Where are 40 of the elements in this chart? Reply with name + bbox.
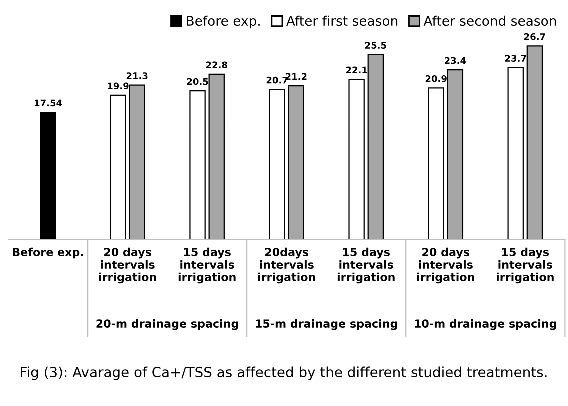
data-label: 23.7 — [505, 55, 526, 62]
x-tick-label: 20days intervals irrigation — [258, 248, 316, 284]
data-label: 20.9 — [426, 75, 447, 82]
data-label: 20.7 — [266, 76, 288, 84]
text: 15-m drainage spacing — [256, 319, 398, 330]
data-label: 20.5 — [187, 78, 208, 86]
bar — [368, 54, 384, 240]
data-label: 19.9 — [108, 82, 129, 90]
legend-label: Before exp. — [187, 16, 260, 29]
x-tick-label: 15 days intervals irrigation — [338, 248, 395, 284]
bar — [526, 46, 544, 240]
bar — [447, 70, 464, 240]
legend-label: After first season — [286, 16, 398, 26]
data-label: 22.1 — [346, 66, 368, 74]
bar — [428, 88, 444, 240]
bar — [129, 84, 146, 240]
x-tick-label: 20 days intervals irrigation — [417, 248, 474, 284]
text: 10-m drainage spacing — [415, 319, 556, 330]
data-label: 21.3 — [126, 72, 148, 80]
legend-label: After second season — [424, 16, 556, 26]
x-tick-label: 15 days intervals irrigation — [496, 248, 554, 284]
data-label: 21.2 — [286, 73, 307, 80]
bar — [348, 78, 365, 240]
data-label: 22.8 — [206, 62, 228, 69]
x-tick-label: Before exp. — [13, 248, 84, 259]
data-label: 23.4 — [445, 57, 466, 64]
x-tick-label: 20 days intervals irrigation — [99, 248, 156, 284]
text: Fig (3): Avarage of Ca+/TSS as affected by the different studied treatments. — [21, 366, 547, 380]
bar — [269, 89, 286, 240]
bar — [208, 74, 225, 240]
bar — [288, 85, 304, 240]
data-label: 17.54 — [35, 100, 62, 107]
bar — [40, 112, 56, 240]
bar — [110, 94, 126, 240]
bar — [508, 67, 524, 240]
data-label: 26.7 — [524, 33, 546, 40]
bar — [190, 90, 206, 240]
x-tick-label: 15 days intervals irrigation — [178, 248, 236, 284]
data-label: 25.5 — [365, 42, 386, 49]
text: 20-m drainage spacing — [96, 319, 238, 330]
